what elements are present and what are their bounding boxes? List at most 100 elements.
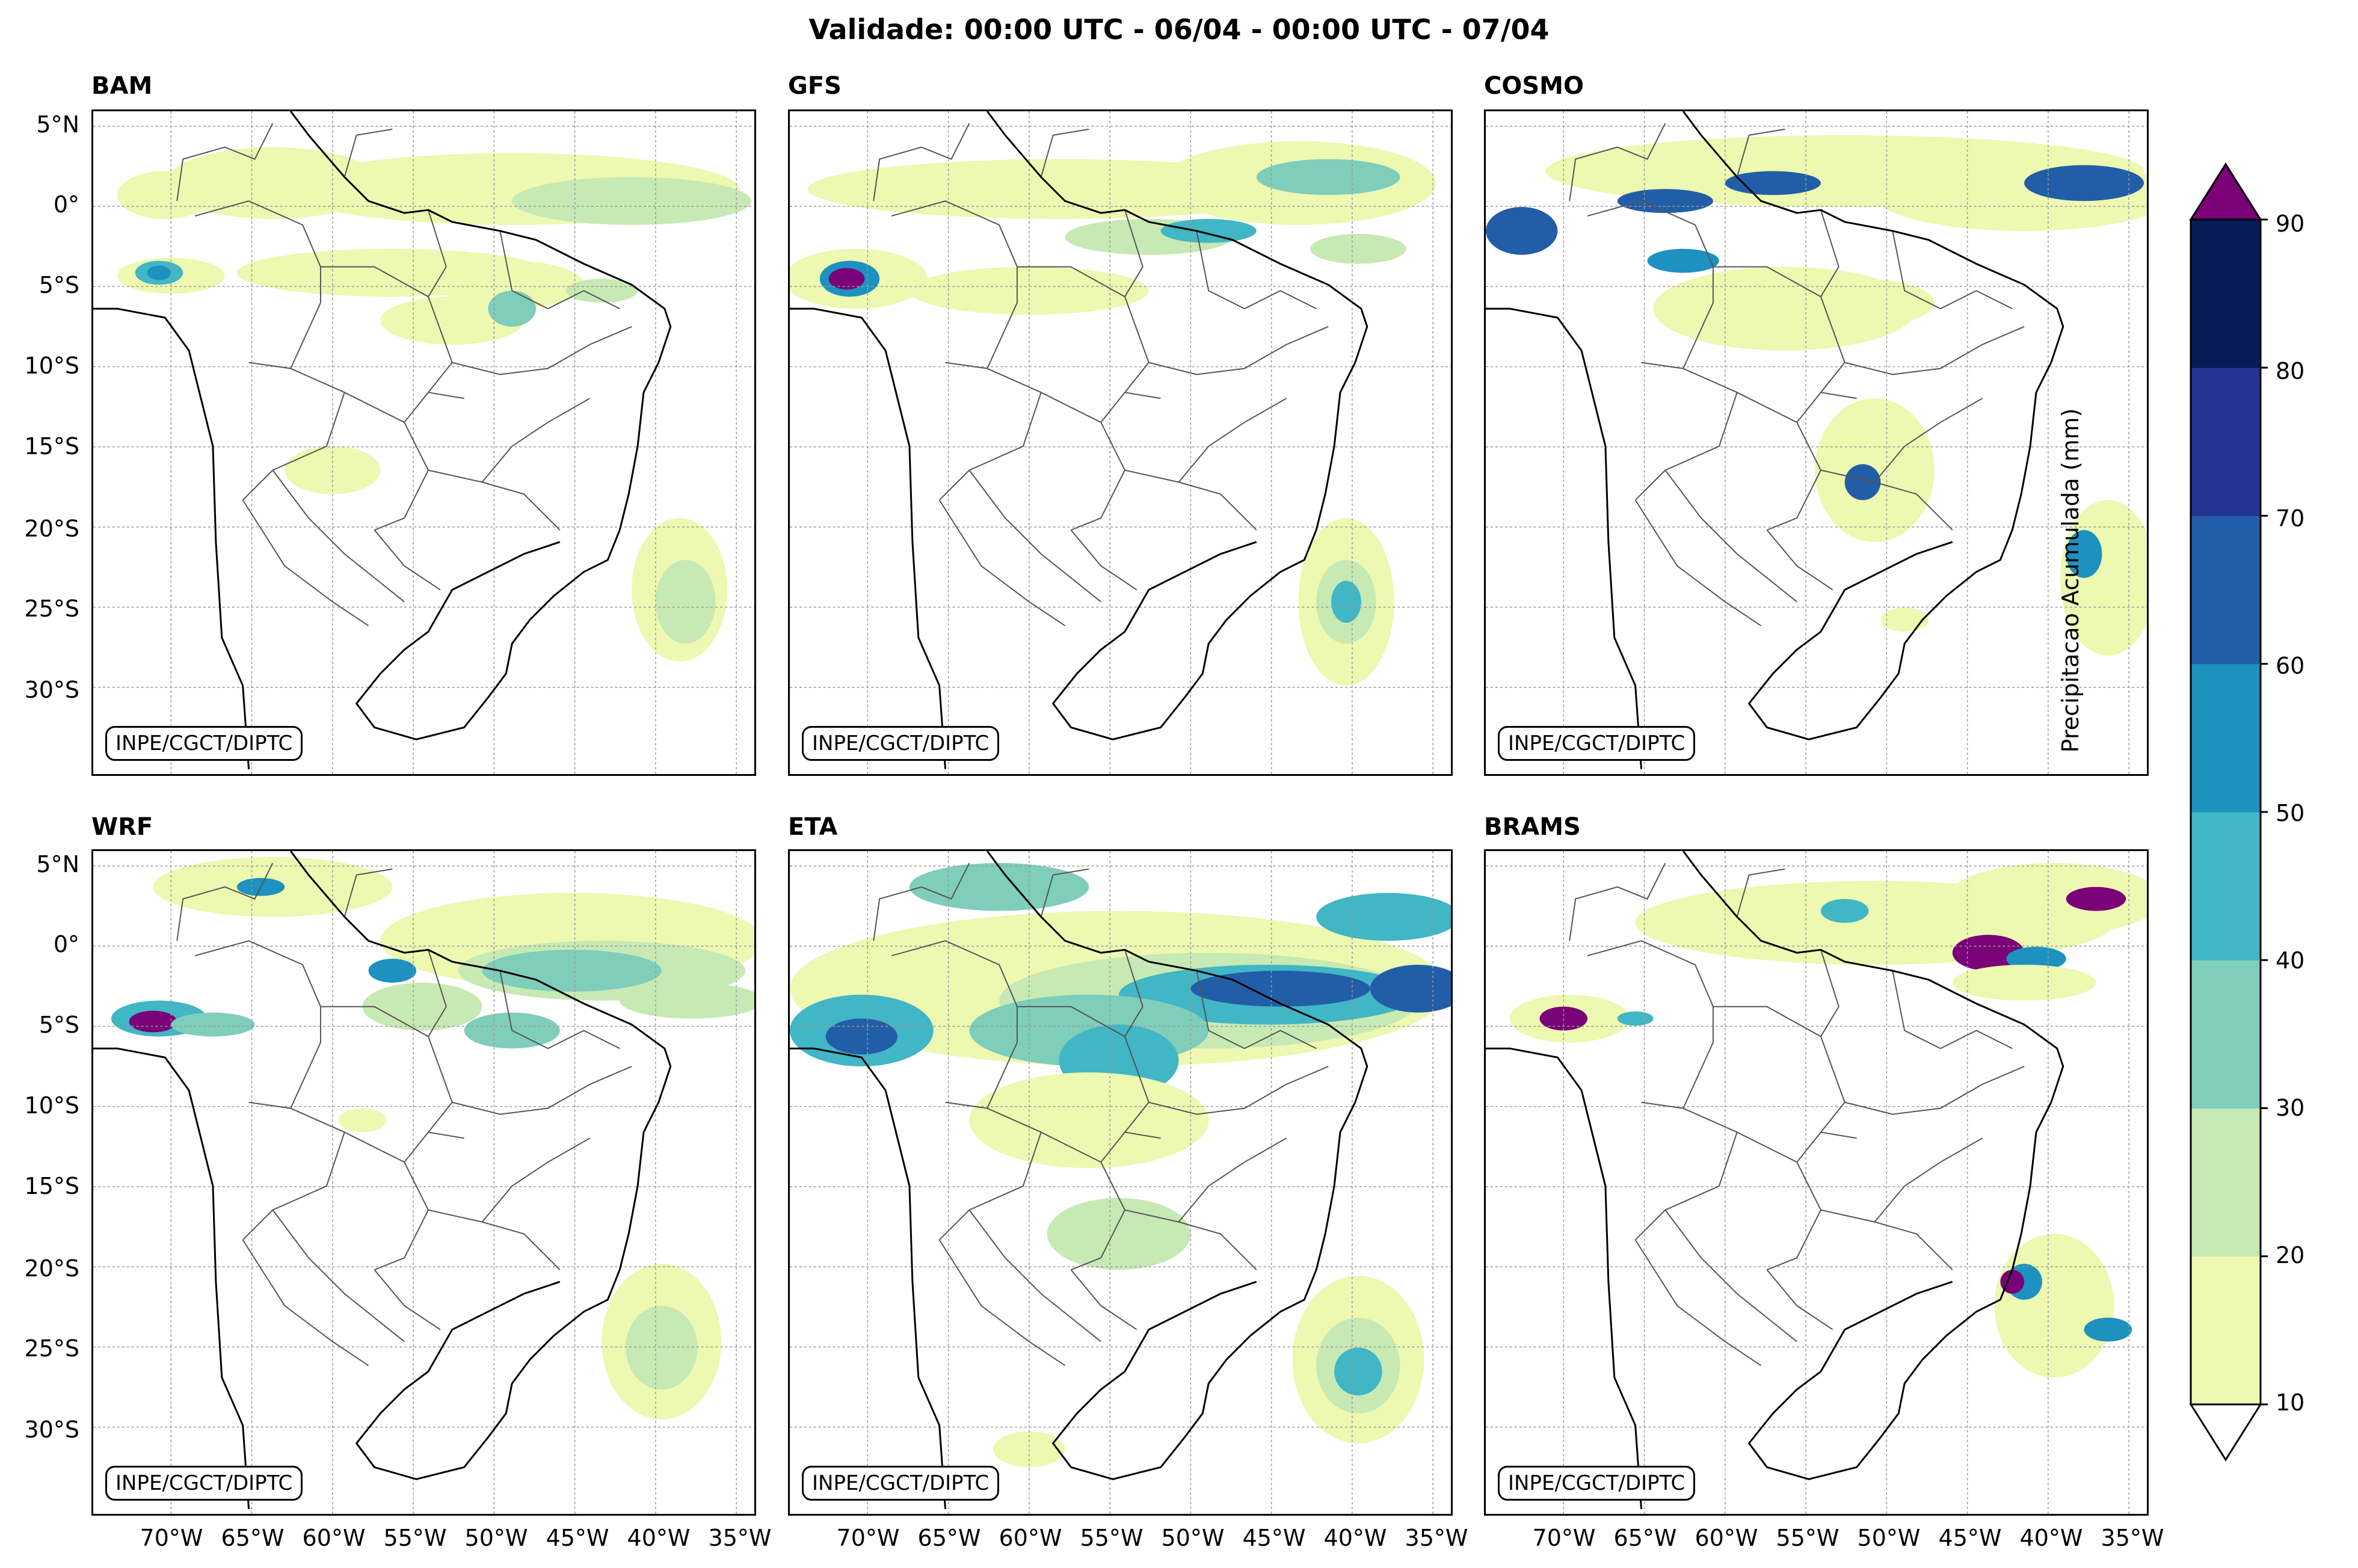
state-border: [1070, 529, 1137, 591]
precip-area: [1370, 964, 1451, 1013]
map-wrf: [93, 851, 754, 1514]
state-border: [290, 1107, 464, 1163]
lon-label: 70°W: [140, 1525, 203, 1551]
precip-area: [129, 1010, 177, 1033]
state-border: [452, 326, 632, 375]
lat-label: 20°S: [24, 1255, 79, 1282]
precip-area: [362, 982, 482, 1031]
credit-label: INPE/CGCT/DIPTC: [1498, 1466, 1696, 1501]
state-border: [272, 470, 405, 603]
graticule: [1486, 111, 2147, 774]
lat-label: 20°S: [24, 515, 79, 542]
precip-area: [1994, 1234, 2114, 1378]
state-border: [1244, 290, 1317, 310]
state-border: [547, 290, 620, 310]
precip-layer: [790, 141, 1436, 686]
precip-area: [620, 982, 754, 1019]
state-border: [1071, 422, 1126, 531]
state-border: [1124, 209, 1144, 297]
precip-area: [1617, 189, 1713, 214]
lon-label: 45°W: [546, 1525, 609, 1551]
state-border: [1820, 949, 1839, 1037]
state-border: [1844, 326, 2025, 375]
lon-label: 50°W: [1161, 1525, 1225, 1551]
lon-label: 40°W: [1323, 1525, 1387, 1551]
state-border: [1196, 230, 1245, 310]
precip-area: [512, 177, 752, 225]
precip-area: [1791, 278, 1935, 327]
lon-label: 50°W: [464, 1525, 528, 1551]
state-border: [987, 367, 1161, 423]
map-cosmo: [1486, 111, 2147, 774]
state-border: [1892, 970, 1941, 1050]
state-border: [1634, 499, 1762, 627]
precip-area: [1486, 207, 1558, 255]
state-border: [1874, 398, 1983, 483]
colorbar-tick: 40: [2276, 947, 2305, 974]
precip-area: [440, 260, 584, 309]
state-border: [1244, 1030, 1317, 1050]
panel-title-wrf: WRF: [91, 813, 153, 841]
state-border: [1070, 1269, 1137, 1330]
state-border: [1664, 1210, 1797, 1342]
precip-area: [482, 950, 662, 992]
lat-label: 0°: [53, 191, 79, 218]
credit-label: INPE/CGCT/DIPTC: [802, 726, 1000, 761]
map-panel-wrf: INPE/CGCT/DIPTC: [91, 849, 756, 1516]
state-border: [938, 392, 1042, 501]
precip-area: [1844, 464, 1881, 500]
coastline: [1486, 851, 2064, 1510]
lat-label: 0°: [53, 931, 79, 958]
state-border: [1940, 290, 2013, 310]
state-border: [343, 128, 393, 177]
state-border: [428, 1209, 561, 1270]
lat-label: 25°S: [24, 595, 79, 622]
map-panel-brams: INPE/CGCT/DIPTC: [1484, 849, 2149, 1516]
precip-area: [828, 268, 865, 290]
state-border: [1767, 422, 1822, 531]
state-border: [1017, 266, 1150, 393]
precip-layer: [790, 862, 1451, 1468]
state-border: [343, 868, 393, 917]
precip-area: [1256, 159, 1400, 195]
lat-label: 10°S: [24, 352, 79, 379]
colorbar-segment: [2191, 515, 2261, 665]
precip-area: [565, 278, 638, 303]
graticule: [1486, 851, 2147, 1514]
panel-title-cosmo: COSMO: [1484, 72, 1584, 100]
colorbar-over-arrow: [2189, 162, 2262, 221]
lat-label: 30°S: [24, 1416, 79, 1443]
credit-label: INPE/CGCT/DIPTC: [105, 1466, 303, 1501]
lon-label: 35°W: [2101, 1525, 2164, 1551]
panel-title-gfs: GFS: [788, 72, 842, 100]
precip-area: [1331, 580, 1361, 623]
lon-label: 65°W: [221, 1525, 285, 1551]
state-border: [1892, 230, 1941, 310]
state-border: [176, 123, 274, 201]
graticule: [790, 851, 1451, 1514]
state-border: [499, 230, 549, 310]
graticule: [93, 851, 754, 1514]
state-border: [1766, 1269, 1833, 1330]
state-border: [1820, 1209, 1953, 1270]
lon-label: 45°W: [1242, 1525, 1306, 1551]
lon-label: 35°W: [708, 1525, 772, 1551]
colorbar-segment: [2191, 1256, 2261, 1405]
state-border: [1940, 1030, 2013, 1050]
precip-area: [338, 1108, 387, 1133]
state-border: [374, 1269, 441, 1330]
lat-label: 25°S: [24, 1335, 79, 1362]
precip-area: [1047, 1198, 1191, 1270]
state-border: [272, 1210, 405, 1342]
precip-area: [655, 559, 716, 644]
lon-label: 65°W: [917, 1525, 981, 1551]
precip-area: [488, 291, 536, 327]
map-bam: [93, 111, 754, 774]
state-border: [1766, 529, 1833, 591]
state-border: [1713, 1006, 1845, 1133]
precip-area: [2066, 530, 2102, 578]
precip-area: [909, 862, 1089, 911]
state-border: [1634, 1239, 1762, 1367]
state-border: [242, 499, 369, 627]
state-border: [374, 529, 441, 591]
